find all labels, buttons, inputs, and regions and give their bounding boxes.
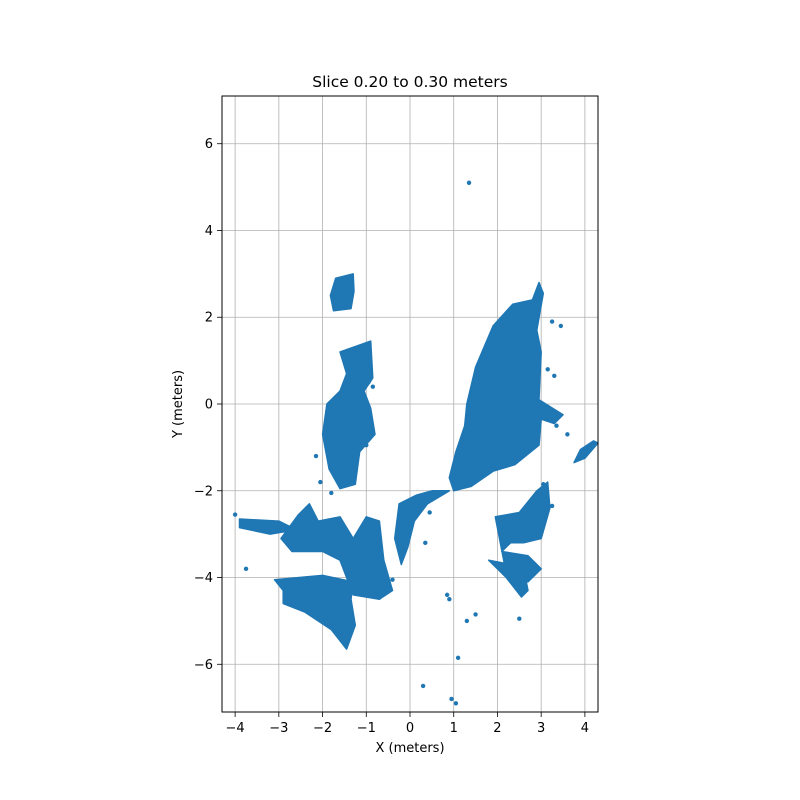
data-point [318,479,323,485]
data-point [366,380,371,385]
data-point [427,510,432,515]
x-tick-label: −2 [313,721,332,736]
x-tick-label: −4 [226,721,245,736]
y-tick-label: −4 [194,571,213,586]
data-point [455,655,461,660]
data-point [232,512,238,517]
x-tick-label: 0 [406,721,414,736]
data-point [420,683,426,689]
ticks: −4 −3 −2 −1 0 1 2 3 4 −6 −4 −2 0 2 4 6 [194,137,589,736]
data-point [364,443,369,448]
point-cluster-right-main-body [448,281,564,492]
data-point [552,373,557,379]
data-point [423,540,428,546]
y-tick-label: 2 [205,311,213,326]
data-point [447,597,452,602]
data-point [453,701,459,706]
data-point [449,696,454,702]
point-cluster-left-bottom [273,574,357,650]
data-point [473,612,478,617]
x-axis-label: X (meters) [375,741,444,756]
point-cluster-left-lower-band [280,503,394,600]
point-cluster-center-stem [393,490,451,566]
point-cluster-right-bottom-blob [487,559,529,598]
data-point [243,566,249,572]
data-point [554,423,559,428]
data-point [329,490,334,496]
y-axis-label: Y (meters) [171,370,186,439]
data-point [543,514,548,519]
data-point [444,592,450,598]
y-tick-label: −2 [194,484,213,499]
data-point [464,618,470,624]
point-cluster-right-lower-arms [494,481,551,583]
point-cluster-left-tail [238,518,298,535]
chart-title: Slice 0.20 to 0.30 meters [312,73,508,91]
y-tick-label: 6 [205,137,213,152]
data-point [466,180,472,185]
data-point [558,323,564,329]
point-cluster-left-top-blob [329,273,355,312]
x-tick-label: 1 [450,721,458,736]
point-cluster-far-right-arm [573,440,599,464]
x-tick-label: −3 [269,721,288,736]
y-tick-label: 0 [205,398,213,413]
data-point [313,453,319,459]
y-tick-label: −6 [194,658,213,673]
data-point [541,482,546,487]
data-point [565,432,570,437]
x-tick-label: 4 [581,721,589,736]
data-point [549,319,555,324]
data-point [517,616,522,621]
data-layer [232,180,599,706]
data-point [549,503,555,509]
data-point [545,367,550,372]
x-tick-label: 2 [493,721,501,736]
data-point [390,577,395,582]
data-point [370,384,376,389]
y-tick-label: 4 [205,224,213,239]
data-point [344,612,349,617]
x-tick-label: −1 [357,721,376,736]
x-tick-label: 3 [537,721,545,736]
data-point [331,616,336,621]
